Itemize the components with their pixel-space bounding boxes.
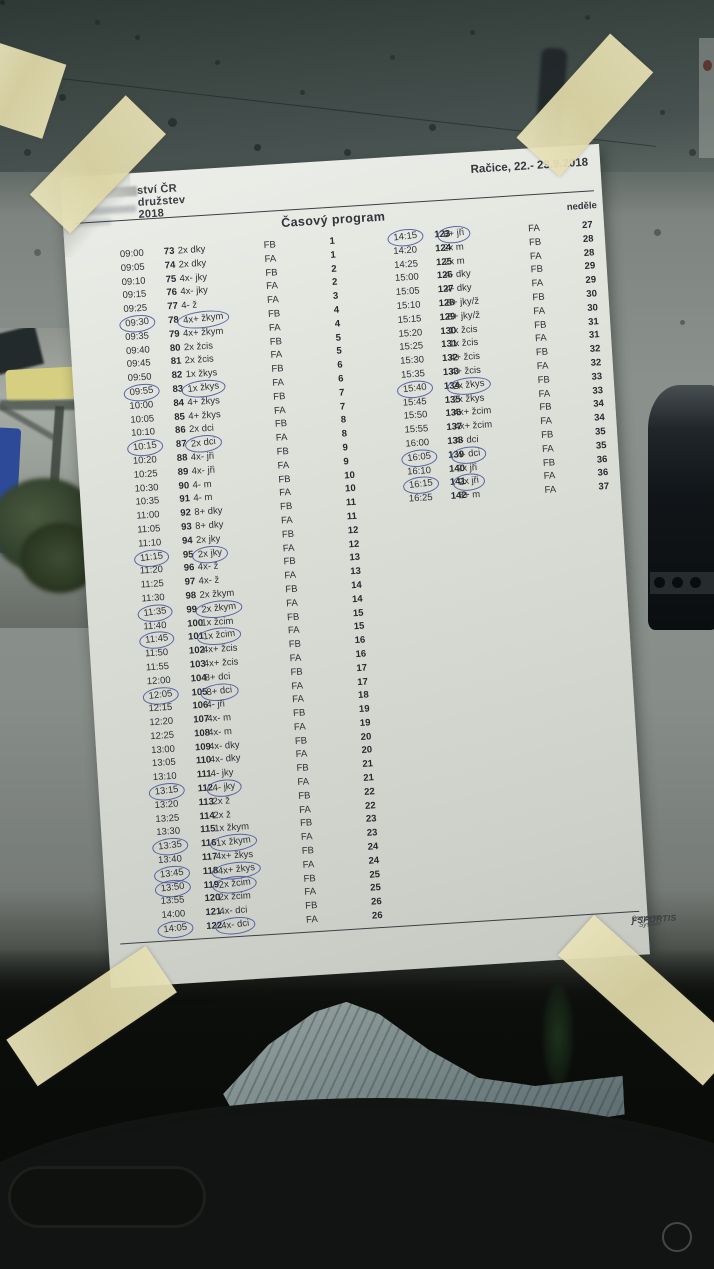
car-reflection-dot [654, 577, 665, 588]
row-race-number: 14 [351, 593, 363, 605]
row-race-number: 35 [594, 425, 606, 438]
row-race-number: 35 [595, 439, 607, 452]
row-race-number: 15 [353, 620, 365, 633]
row-race-number: 2 [330, 263, 337, 275]
row-race-number: 33 [592, 384, 604, 397]
row-race-number: 29 [585, 274, 597, 287]
row-race-number: 37 [598, 481, 610, 493]
sportis-brand: ƑSPORTIS [631, 912, 677, 926]
row-race-number: 1 [329, 235, 336, 247]
row-race-number: 6 [337, 359, 344, 371]
row-race-number: 34 [593, 412, 606, 424]
row-entry-number: 142 [450, 490, 467, 502]
row-race-number: 23 [365, 813, 377, 826]
row-race-number: 12 [348, 538, 360, 550]
dashboard-vent [8, 1166, 206, 1228]
glass-edge-highlight [699, 38, 714, 158]
schedule-table: 09:00 73 2x dky FB 1 09:05 74 2x dky FA … [80, 218, 648, 944]
row-race-number: 16 [354, 634, 366, 647]
row-race-number: 9 [343, 455, 350, 468]
row-race-number: 20 [360, 731, 372, 743]
row-race-number: 5 [335, 332, 342, 344]
row-race-number: 11 [346, 510, 358, 523]
row-race-number: 24 [367, 841, 379, 853]
row-race-number: 32 [589, 343, 601, 355]
row-race-number: 36 [596, 453, 608, 466]
row-race-number: 28 [582, 233, 594, 245]
row-race-number: 24 [368, 854, 380, 867]
round-dial [662, 1222, 692, 1252]
row-race-number: 29 [584, 260, 596, 273]
row-time: 16:25 [408, 492, 433, 505]
row-race-number: 30 [586, 302, 599, 314]
row-race-number: 32 [590, 357, 602, 369]
row-race-number: 13 [350, 565, 362, 578]
row-race-number: 22 [364, 799, 376, 812]
row-race-number: 18 [357, 689, 370, 702]
row-race-number: 25 [369, 882, 382, 895]
row-race-number: 11 [345, 496, 357, 509]
row-entry-number: 122 [206, 920, 223, 933]
row-race-number: 10 [344, 483, 357, 495]
row-race-number: 19 [358, 703, 370, 716]
row-race-number: 20 [361, 744, 373, 757]
row-race-number: 9 [342, 442, 349, 454]
row-race-number: 5 [336, 345, 343, 358]
row-race-number: 27 [581, 219, 593, 232]
row-phase: FA [305, 914, 319, 926]
row-time: 14:05 [122, 919, 195, 940]
row-race-number: 30 [586, 288, 598, 300]
row-race-number: 15 [352, 607, 364, 619]
row-race-number: 2 [331, 276, 338, 289]
row-race-number: 34 [592, 398, 605, 411]
row-race-number: 31 [588, 329, 600, 342]
row-race-number: 31 [587, 315, 600, 328]
row-race-number: 7 [338, 387, 345, 399]
car-reflection-dot [672, 577, 683, 588]
schedule-column-right: 14:15 123 8+ jři FA 27 14:20 124 2x m FB… [352, 217, 635, 509]
row-race-number: 21 [362, 758, 374, 771]
rain-droplets [0, 0, 5, 5]
window-frame-horizontal [0, 400, 92, 410]
row-race-number: 8 [340, 414, 347, 426]
car-reflection-dot [690, 577, 701, 588]
bushes-2 [20, 523, 93, 593]
row-phase: FA [544, 484, 557, 497]
row-race-number: 23 [366, 827, 378, 840]
row-race-number: 6 [337, 373, 344, 385]
row-race-number: 7 [339, 400, 346, 413]
row-race-number: 10 [343, 469, 356, 482]
row-race-number: 17 [356, 675, 369, 688]
row-race-number: 8 [341, 428, 348, 440]
row-race-number: 33 [591, 370, 603, 383]
row-race-number: 16 [355, 648, 367, 661]
schedule-paper: ství ČR družstev 2018 Račice, 22.- 23.9.… [60, 143, 677, 989]
row-race-number: 25 [369, 868, 381, 881]
row-race-number: 36 [597, 467, 609, 479]
row-race-number: 26 [370, 896, 383, 908]
row-race-number: 19 [359, 717, 371, 729]
row-race-number: 1 [330, 249, 337, 261]
day-label: neděle [566, 200, 598, 213]
schedule-column-left: 09:00 73 2x dky FB 1 09:05 74 2x dky FA … [80, 235, 383, 940]
row-race-number: 12 [347, 524, 359, 537]
row-race-number: 4 [333, 304, 340, 316]
row-race-number: 26 [371, 910, 383, 922]
red-reflection-dot [703, 60, 712, 71]
row-race-number: 28 [583, 246, 595, 259]
row-race-number: 21 [363, 772, 375, 784]
green-reflection [543, 985, 573, 1085]
row-race-number: 22 [363, 786, 376, 798]
row-race-number: 14 [350, 579, 363, 592]
row-race-number: 17 [356, 662, 368, 674]
row-race-number: 13 [349, 552, 361, 564]
row-race-number: 4 [334, 318, 341, 330]
row-race-number: 3 [332, 290, 339, 303]
